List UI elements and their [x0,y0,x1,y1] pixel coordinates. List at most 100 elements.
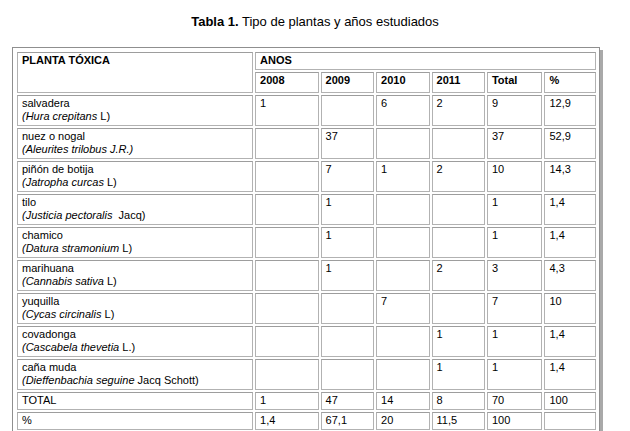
column-header-years-group: ANOS [255,52,596,70]
plant-scientific-name: (Aleurites trilobus J.R.) [22,143,249,156]
value-cell: 12,9 [544,95,596,126]
value-cell: 1 [432,326,485,357]
value-cell [255,293,319,324]
plant-cell: covadonga (Cascabela thevetia L.) [17,326,253,357]
value-cell: 1 [487,227,542,258]
plant-scientific-name: (Datura stramonium L) [22,242,249,255]
value-cell: 37 [487,128,542,159]
value-cell [376,194,429,225]
plant-scientific-name: (Cascabela thevetia L.) [22,341,249,354]
plant-cell: marihuana (Cannabis sativa L) [17,260,253,291]
plant-scientific-name: (Justicia pectoralis Jacq) [22,209,249,222]
value-cell: 1,4 [544,326,596,357]
plant-scientific-name: (Jatropha curcas L) [22,176,249,189]
plant-cell: caña muda (Dieffenbachia seguine Jacq Sc… [17,359,253,390]
table-row-total: TOTAL 1 47 14 8 70 100 [17,392,596,410]
plants-years-table: PLANTA TÓXICA ANOS 2008 2009 2010 2011 T… [15,50,598,431]
value-cell [321,293,374,324]
percent-row-label: % [17,412,253,430]
table-container: PLANTA TÓXICA ANOS 2008 2009 2010 2011 T… [12,47,600,431]
column-header-2011: 2011 [432,72,485,93]
value-cell [255,128,319,159]
value-cell [376,326,429,357]
total-value-cell: 100 [544,392,596,410]
value-cell: 1,4 [544,227,596,258]
column-header-percent: % [544,72,596,93]
plant-scientific-name: (Cannabis sativa L) [22,275,249,288]
table-row-tilo: tilo (Justicia pectoralis Jacq) 1 1 1,4 [17,194,596,225]
table-row-pinon-de-botija: piñón de botija (Jatropha curcas L) 7 1 … [17,161,596,192]
value-cell: 1 [487,194,542,225]
header-row-group: PLANTA TÓXICA ANOS [17,52,596,70]
column-header-2009: 2009 [321,72,374,93]
value-cell: 1 [321,194,374,225]
value-cell: 1 [487,359,542,390]
plant-name: covadonga [22,328,249,341]
value-cell [255,194,319,225]
percent-value-cell: 1,4 [255,412,319,430]
value-cell [255,359,319,390]
percent-value-cell: 67,1 [321,412,374,430]
value-cell [255,260,319,291]
plant-cell: tilo (Justicia pectoralis Jacq) [17,194,253,225]
value-cell: 3 [487,260,542,291]
table-row-marihuana: marihuana (Cannabis sativa L) 1 2 3 4,3 [17,260,596,291]
page: Tabla 1. Tipo de plantas y años estudiad… [0,0,630,431]
percent-value-cell: 100 [487,412,542,430]
value-cell: 7 [321,161,374,192]
value-cell [432,128,485,159]
table-row-nuez-o-nogal: nuez o nogal (Aleurites trilobus J.R.) 3… [17,128,596,159]
plant-name: salvadera [22,97,249,110]
value-cell: 9 [487,95,542,126]
value-cell: 2 [432,161,485,192]
value-cell: 6 [376,95,429,126]
column-header-total: Total [487,72,542,93]
plant-name: nuez o nogal [22,130,249,143]
value-cell: 2 [432,260,485,291]
plant-scientific-name: (Hura crepitans L) [22,110,249,123]
table-row-yuquilla: yuquilla (Cycas circinalis L) 7 7 10 [17,293,596,324]
plant-cell: yuquilla (Cycas circinalis L) [17,293,253,324]
plant-name: caña muda [22,361,249,374]
caption-title: Tipo de plantas y años estudiados [239,14,439,29]
value-cell: 2 [432,95,485,126]
value-cell: 1,4 [544,194,596,225]
value-cell [376,128,429,159]
plant-cell: salvadera (Hura crepitans L) [17,95,253,126]
value-cell [376,227,429,258]
value-cell [432,227,485,258]
value-cell: 7 [487,293,542,324]
value-cell: 10 [487,161,542,192]
value-cell: 10 [544,293,596,324]
value-cell: 14,3 [544,161,596,192]
total-value-cell: 47 [321,392,374,410]
caption-number: Tabla 1. [191,14,238,29]
column-header-plant: PLANTA TÓXICA [17,52,253,93]
percent-value-cell [544,412,596,430]
plant-name: yuquilla [22,295,249,308]
value-cell [255,326,319,357]
plant-name: piñón de botija [22,163,249,176]
plant-scientific-name: (Dieffenbachia seguine Jacq Schott) [22,374,249,387]
value-cell [255,161,319,192]
value-cell: 1 [376,161,429,192]
plant-name: marihuana [22,262,249,275]
percent-value-cell: 20 [376,412,429,430]
value-cell: 4,3 [544,260,596,291]
value-cell [432,293,485,324]
percent-value-cell: 11,5 [432,412,485,430]
total-value-cell: 70 [487,392,542,410]
table-row-covadonga: covadonga (Cascabela thevetia L.) 1 1 1,… [17,326,596,357]
plant-name: tilo [22,196,249,209]
value-cell [255,227,319,258]
value-cell [321,326,374,357]
value-cell: 1 [255,95,319,126]
total-value-cell: 8 [432,392,485,410]
table-row-cana-muda: caña muda (Dieffenbachia seguine Jacq Sc… [17,359,596,390]
value-cell: 1 [321,227,374,258]
plant-scientific-name: (Cycas circinalis L) [22,308,249,321]
column-header-2008: 2008 [255,72,319,93]
plant-name: chamico [22,229,249,242]
plant-cell: nuez o nogal (Aleurites trilobus J.R.) [17,128,253,159]
value-cell: 1 [487,326,542,357]
